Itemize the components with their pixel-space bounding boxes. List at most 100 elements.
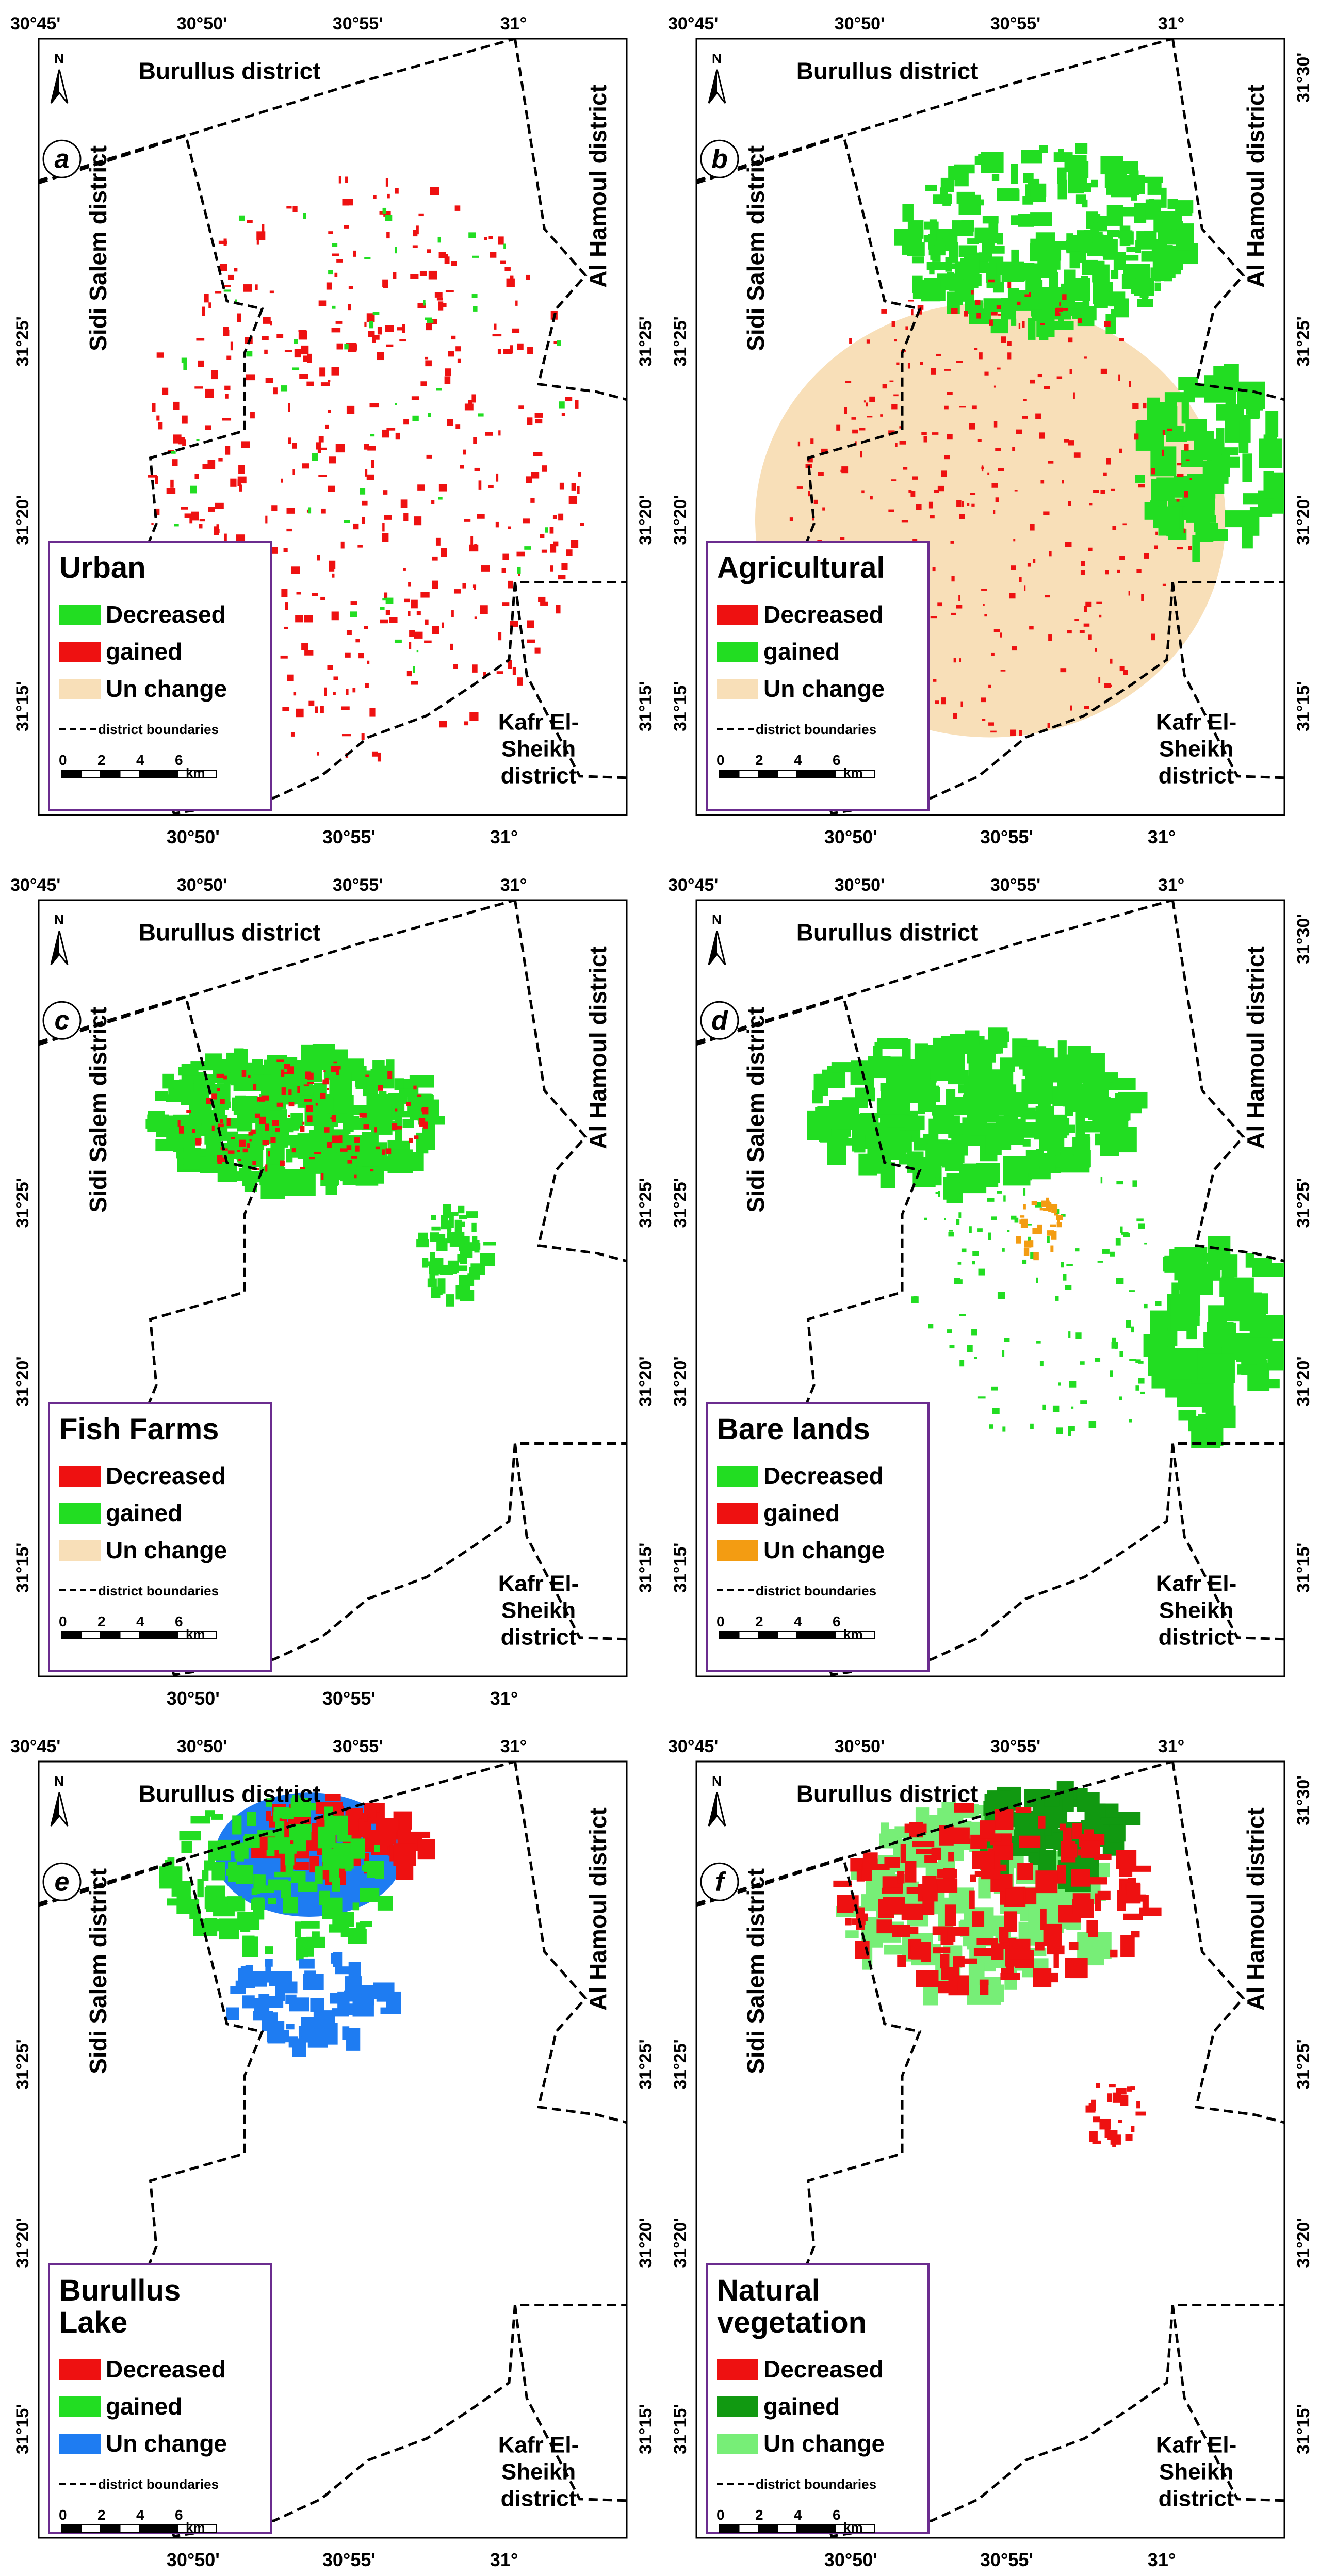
land-cover-patch <box>286 206 292 209</box>
land-cover-patch <box>861 490 865 494</box>
land-cover-patch <box>1161 187 1167 208</box>
scale-bar-segment <box>61 1631 82 1639</box>
district-boundary <box>696 39 1174 185</box>
land-cover-patch <box>997 1191 1002 1194</box>
tick-label-left: 31°25' <box>671 2039 690 2089</box>
land-cover-patch <box>1132 1180 1138 1187</box>
land-cover-patch <box>454 205 461 211</box>
land-cover-patch <box>991 312 998 316</box>
land-cover-patch <box>814 1082 824 1094</box>
district-label-west: Sidi Salem district <box>85 145 111 351</box>
land-cover-patch <box>923 436 927 443</box>
land-cover-patch <box>867 416 873 418</box>
scale-tick-label: 0 <box>716 2507 725 2523</box>
land-cover-patch <box>1001 336 1006 343</box>
land-cover-patch <box>463 449 466 455</box>
land-cover-patch <box>1120 1226 1123 1233</box>
land-cover-patch <box>1071 1146 1082 1155</box>
land-cover-patch <box>1177 547 1183 550</box>
land-cover-patch <box>1080 169 1087 188</box>
land-cover-patch <box>948 1232 954 1237</box>
land-cover-patch <box>1093 490 1099 493</box>
scale-bar-segment <box>719 1631 740 1639</box>
land-cover-patch <box>307 1082 314 1084</box>
tick-label-top: 30°45' <box>668 14 718 34</box>
land-cover-patch <box>223 289 231 292</box>
legend-box <box>706 1402 930 1672</box>
land-cover-patch <box>954 1803 974 1813</box>
land-cover-patch <box>423 300 426 306</box>
land-cover-patch <box>993 510 996 514</box>
land-cover-patch <box>1007 282 1012 288</box>
land-cover-patch <box>438 301 444 311</box>
land-cover-patch <box>283 548 288 552</box>
tick-label-right: 31°25' <box>1294 2039 1313 2089</box>
land-cover-patch <box>997 190 1018 201</box>
scale-tick-label: 4 <box>136 2507 144 2523</box>
land-cover-patch <box>223 1075 227 1080</box>
land-cover-patch <box>1167 428 1172 431</box>
land-cover-patch <box>372 335 380 340</box>
scale-bar-segment <box>758 2524 778 2533</box>
land-cover-patch <box>561 563 568 570</box>
land-cover-patch <box>1061 1214 1066 1217</box>
land-cover-patch <box>222 418 232 421</box>
land-cover-patch <box>1033 1252 1039 1261</box>
panel-d: 30°45' 30°50' 30°55' 31°31°25'31°20'31°15'3… <box>668 875 1313 1677</box>
land-cover-patch <box>423 1121 428 1129</box>
land-cover-patch <box>998 314 1001 316</box>
land-cover-patch <box>905 1861 917 1883</box>
land-cover-patch <box>270 1137 276 1143</box>
land-cover-patch <box>281 385 288 392</box>
land-cover-patch <box>1100 490 1105 494</box>
scale-tick-label: 0 <box>59 1613 67 1629</box>
north-arrow-label: N <box>54 1773 64 1789</box>
land-cover-patch <box>1129 1359 1137 1361</box>
land-cover-patch <box>1185 459 1190 461</box>
land-cover-patch <box>224 385 231 390</box>
land-cover-patch <box>1071 1406 1074 1409</box>
land-cover-patch <box>1091 2099 1096 2111</box>
land-cover-patch <box>1100 156 1123 175</box>
land-cover-patch <box>876 1919 892 1934</box>
land-cover-patch <box>352 1902 360 1911</box>
land-cover-patch <box>216 1073 224 1078</box>
land-cover-patch <box>173 1080 194 1092</box>
land-cover-patch <box>226 355 232 360</box>
land-cover-patch <box>295 1921 301 1937</box>
land-cover-patch <box>431 1258 444 1266</box>
land-cover-patch <box>308 700 315 706</box>
land-cover-patch <box>1059 302 1061 306</box>
land-cover-patch <box>237 313 241 322</box>
land-cover-patch <box>1122 523 1127 526</box>
land-cover-patch <box>1091 179 1098 188</box>
land-cover-patch <box>385 610 390 615</box>
land-cover-patch <box>1240 1293 1268 1314</box>
land-cover-patch <box>319 367 326 377</box>
panel-letter-badge <box>700 139 739 178</box>
scale-bar-segment <box>777 770 797 778</box>
scale-tick-label: 2 <box>97 1613 106 1629</box>
land-cover-patch <box>1053 152 1073 162</box>
tick-label-left: 31°20' <box>13 1356 32 1406</box>
scale-bar-segment <box>758 770 778 778</box>
land-cover-patch <box>1007 1230 1010 1232</box>
land-cover-patch <box>1119 1396 1122 1400</box>
land-cover-patch <box>426 1261 437 1266</box>
land-cover-patch <box>358 653 364 659</box>
land-cover-patch <box>304 1970 316 1983</box>
land-cover-patch <box>286 528 292 532</box>
legend-swatch <box>59 642 101 662</box>
land-cover-patch <box>346 630 352 635</box>
land-cover-patch <box>1142 1895 1149 1909</box>
land-cover-patch <box>1205 1405 1236 1429</box>
land-cover-patch <box>933 1947 951 1954</box>
land-cover-patch <box>978 1268 985 1276</box>
district-label-southeast: district <box>501 2486 577 2511</box>
land-cover-patch <box>340 1148 348 1152</box>
land-cover-patch <box>993 629 1000 632</box>
land-cover-patch <box>897 1955 906 1967</box>
land-cover-patch <box>1181 450 1203 467</box>
land-cover-patch <box>416 611 421 616</box>
district-boundary <box>513 900 627 1263</box>
